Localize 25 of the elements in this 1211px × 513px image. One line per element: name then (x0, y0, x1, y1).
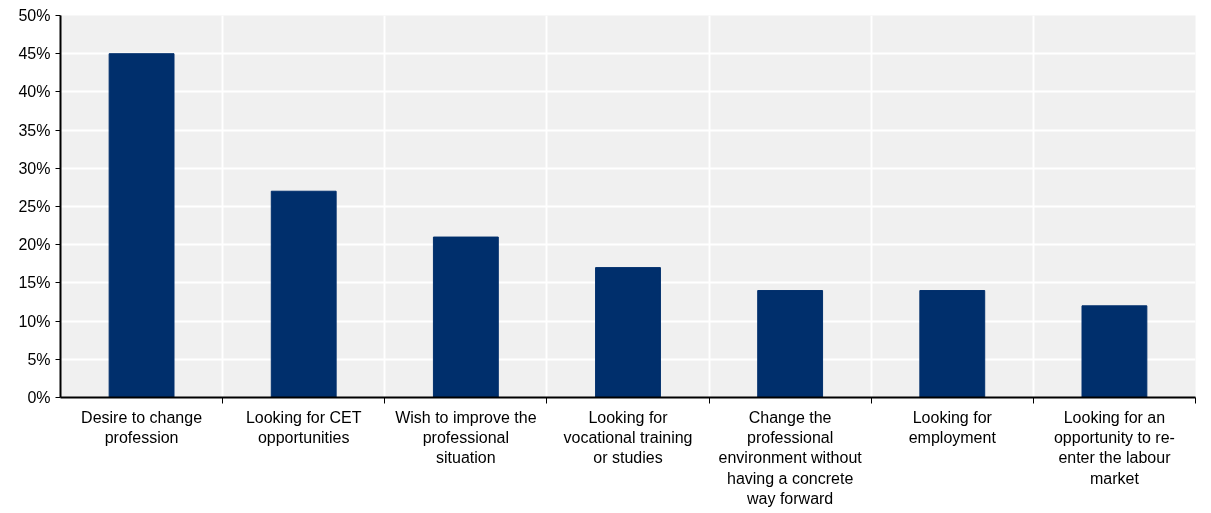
bar (757, 290, 824, 398)
x-tick-label: Looking for employment (908, 408, 997, 446)
y-tick-label: 50% (18, 7, 51, 24)
bar (270, 190, 337, 398)
x-tick-label: Looking for vocational training or studies (563, 408, 693, 467)
x-tick-label: Desire to change profession (81, 408, 203, 446)
bar (108, 53, 175, 398)
x-tick-label: Change the professional environment without having a concrete way forward (718, 408, 863, 508)
bar (1081, 305, 1148, 398)
y-tick-label: 5% (27, 350, 51, 368)
y-tick-label: 15% (18, 274, 51, 292)
bar (595, 267, 661, 398)
y-tick-label: 45% (18, 45, 51, 63)
bar (919, 290, 986, 398)
x-tick-label: Looking for CET opportunities (245, 408, 362, 446)
y-tick-label: 10% (18, 312, 51, 330)
y-tick-label: 35% (18, 121, 51, 139)
x-tick-label: Looking for an opportunity to re-enter the labour market (1053, 408, 1175, 487)
x-tick-label: Wish to improve the professional situation (395, 408, 537, 467)
bar (432, 236, 499, 398)
y-tick-label: 0% (27, 389, 51, 406)
y-tick-label: 25% (18, 198, 51, 215)
y-tick-label: 20% (18, 236, 51, 254)
y-tick-label: 30% (18, 159, 51, 177)
y-tick-label: 40% (18, 83, 51, 101)
